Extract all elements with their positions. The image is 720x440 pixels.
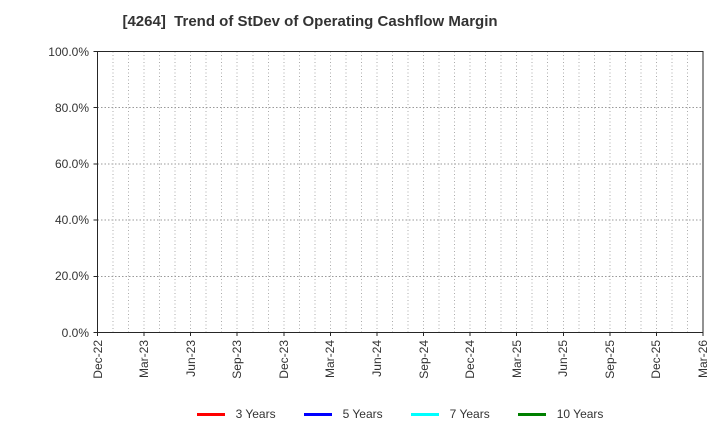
legend-item-10-years: 10 Years [517,406,604,422]
x-tick-label: Mar-24 [323,340,338,379]
y-tick-label: 20.0% [54,269,89,284]
legend-line-3-years-icon [196,412,225,416]
x-tick-label: Sep-23 [230,340,245,379]
legend-label-7-years: 7 Years [449,407,490,421]
legend-label-3-years: 3 Years [235,407,276,421]
y-tick-label: 0.0% [61,325,89,340]
x-tick-label: Jun-23 [183,340,198,377]
legend-label-5-years: 5 Years [342,407,383,421]
x-tick-label: Jun-24 [369,340,384,377]
legend: 3 Years 5 Years 7 Years 10 Years [97,406,703,422]
y-tick-label: 60.0% [54,156,89,171]
axes-spines [96,50,704,334]
y-tick-label: 80.0% [54,100,89,115]
x-tick-label: Mar-23 [137,340,152,379]
legend-item-7-years: 7 Years [410,406,490,422]
chart-title: [4264] Trend of StDev of Operating Cashf… [122,13,498,30]
legend-line-5-years-icon [303,412,332,416]
legend-line-10-years-icon [517,412,546,416]
x-tick-label: Dec-25 [649,340,664,379]
x-tick-label: Sep-25 [602,340,617,379]
y-tick-label: 40.0% [54,213,89,228]
legend-item-5-years: 5 Years [303,406,383,422]
legend-item-3-years: 3 Years [196,406,276,422]
y-tick-label: 100.0% [48,44,89,59]
x-tick-label: Mar-26 [696,340,710,379]
legend-label-10-years: 10 Years [556,407,604,421]
x-tick-label: Sep-24 [416,340,431,379]
legend-line-7-years-icon [410,412,439,416]
x-tick-label: Jun-25 [556,340,571,377]
x-tick-label: Mar-25 [509,340,524,379]
x-tick-label: Dec-23 [276,340,291,379]
x-tick-label: Dec-24 [463,340,478,379]
x-tick-label: Dec-22 [90,340,105,379]
